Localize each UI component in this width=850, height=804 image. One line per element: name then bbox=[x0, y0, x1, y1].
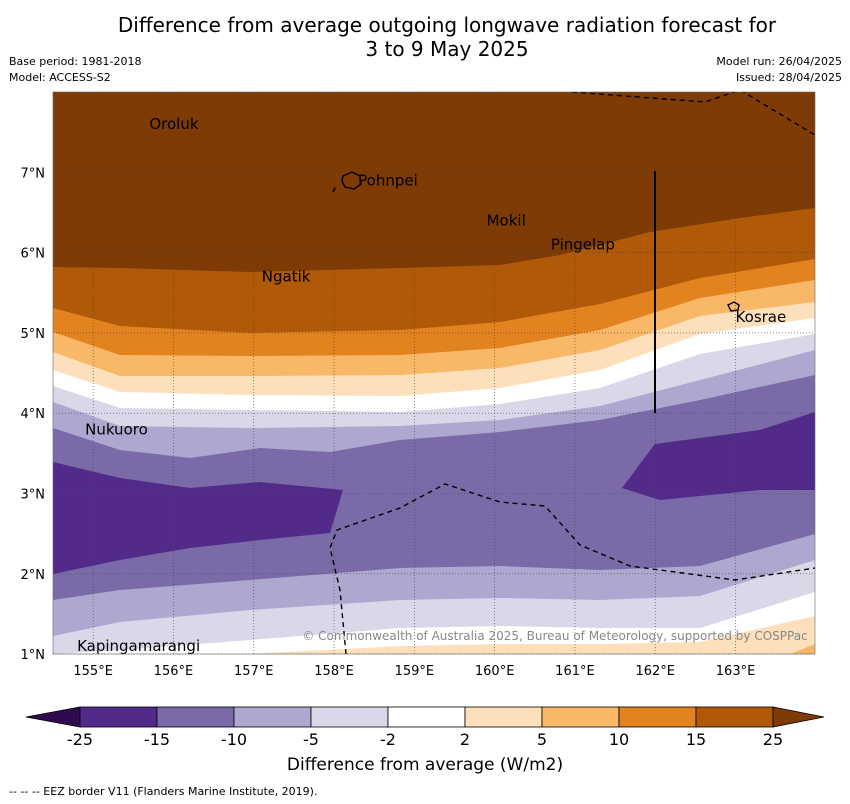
island-outlines bbox=[341, 171, 740, 312]
lat-tick-label: 4°N bbox=[21, 407, 46, 422]
colorbar-swatch bbox=[387, 706, 466, 728]
eez-border-pohnpei bbox=[332, 185, 337, 193]
model-name: Model: ACCESS-S2 bbox=[9, 71, 111, 84]
lon-tick-label: 158°E bbox=[314, 664, 354, 679]
issued-date: Issued: 28/04/2025 bbox=[735, 71, 842, 84]
colorbar: -25 -15 -10 -5 -2 2 5 10 15 25 bbox=[25, 706, 825, 749]
lat-tick-label: 3°N bbox=[21, 488, 46, 503]
place-labels: Oroluk Pohnpei Mokil Pingelap Ngatik Kosrae Nu… bbox=[77, 115, 786, 655]
copyright-notice: © Commonwealth of Australia 2025, Bureau… bbox=[302, 629, 807, 643]
band-neg5-neg2-lower bbox=[53, 592, 815, 654]
kosrae-outline bbox=[727, 301, 740, 312]
band-neg25-neg15-west bbox=[53, 462, 343, 574]
colorbar-tick-label: -10 bbox=[221, 730, 247, 749]
place-label: Ngatik bbox=[262, 268, 311, 286]
lat-tick-label: 1°N bbox=[21, 648, 46, 663]
colorbar-tick-label: -25 bbox=[67, 730, 93, 749]
colorbar-under-arrow bbox=[25, 706, 81, 728]
lon-tick-label: 157°E bbox=[234, 664, 274, 679]
title-line-1: Difference from average outgoing longwav… bbox=[117, 13, 777, 37]
axis-labels: 155°E 156°E 157°E 158°E 159°E 160°E 161°E 162°E… bbox=[21, 166, 756, 679]
band-neg25-neg15-east bbox=[622, 412, 815, 500]
lon-tick-label: 155°E bbox=[73, 664, 113, 679]
colorbar-tick-label: 5 bbox=[537, 730, 547, 749]
eez-border-north bbox=[571, 92, 815, 136]
place-label: Pingelap bbox=[551, 236, 615, 254]
lon-tick-label: 159°E bbox=[395, 664, 435, 679]
model-run: Model run: 26/04/2025 bbox=[716, 55, 842, 68]
lat-tick-label: 6°N bbox=[21, 247, 46, 262]
colorbar-over-arrow bbox=[772, 706, 825, 728]
colorbar-tick-label: 25 bbox=[763, 730, 783, 749]
colorbar-swatch bbox=[618, 706, 697, 728]
place-label: Nukuoro bbox=[85, 420, 148, 438]
lon-tick-label: 160°E bbox=[475, 664, 515, 679]
lon-tick-label: 163°E bbox=[716, 664, 756, 679]
colorbar-tick-label: 10 bbox=[609, 730, 629, 749]
colorbar-tick-label: 15 bbox=[686, 730, 706, 749]
lat-tick-label: 2°N bbox=[21, 568, 46, 583]
base-period: Base period: 1981-2018 bbox=[9, 55, 142, 68]
title-line-2: 3 to 9 May 2025 bbox=[365, 37, 529, 61]
place-label: Mokil bbox=[487, 211, 526, 229]
pohnpei-outline bbox=[341, 171, 362, 190]
band-2-5-lower bbox=[250, 616, 815, 654]
colorbar-label: Difference from average (W/m2) bbox=[286, 755, 564, 775]
lon-tick-label: 161°E bbox=[555, 664, 595, 679]
colorbar-tick-label: -5 bbox=[303, 730, 319, 749]
anomaly-field bbox=[53, 92, 815, 654]
colorbar-swatch bbox=[156, 706, 235, 728]
colorbar-swatch bbox=[464, 706, 543, 728]
footer-note: -- -- -- EEZ border V11 (Flanders Marine… bbox=[9, 785, 318, 798]
meta-left: Base period: 1981-2018 Model: ACCESS-S2 bbox=[9, 54, 141, 86]
map-frame bbox=[52, 91, 816, 655]
colorbar-swatch bbox=[695, 706, 774, 728]
chart-title: Difference from average outgoing longwav… bbox=[60, 13, 834, 61]
place-label: Kapingamarangi bbox=[77, 637, 200, 655]
meta-right: Model run: 26/04/2025 Issued: 28/04/2025 bbox=[716, 54, 842, 86]
colorbar-swatch bbox=[79, 706, 158, 728]
colorbar-swatch bbox=[541, 706, 620, 728]
lon-tick-label: 156°E bbox=[154, 664, 194, 679]
place-label: Oroluk bbox=[149, 115, 198, 133]
colorbar-tick-label: -15 bbox=[144, 730, 170, 749]
eez-border-south bbox=[329, 483, 815, 654]
colorbar-swatch bbox=[310, 706, 389, 728]
lat-tick-label: 7°N bbox=[21, 166, 46, 181]
band-5-10-lower bbox=[790, 644, 815, 654]
place-label: Kosrae bbox=[736, 308, 787, 326]
eez-borders bbox=[329, 92, 815, 654]
colorbar-swatch bbox=[233, 706, 312, 728]
place-label: Pohnpei bbox=[358, 171, 418, 189]
lon-tick-label: 162°E bbox=[635, 664, 675, 679]
lat-tick-label: 5°N bbox=[21, 327, 46, 342]
colorbar-tick-label: -2 bbox=[380, 730, 396, 749]
colorbar-tick-label: 2 bbox=[460, 730, 470, 749]
